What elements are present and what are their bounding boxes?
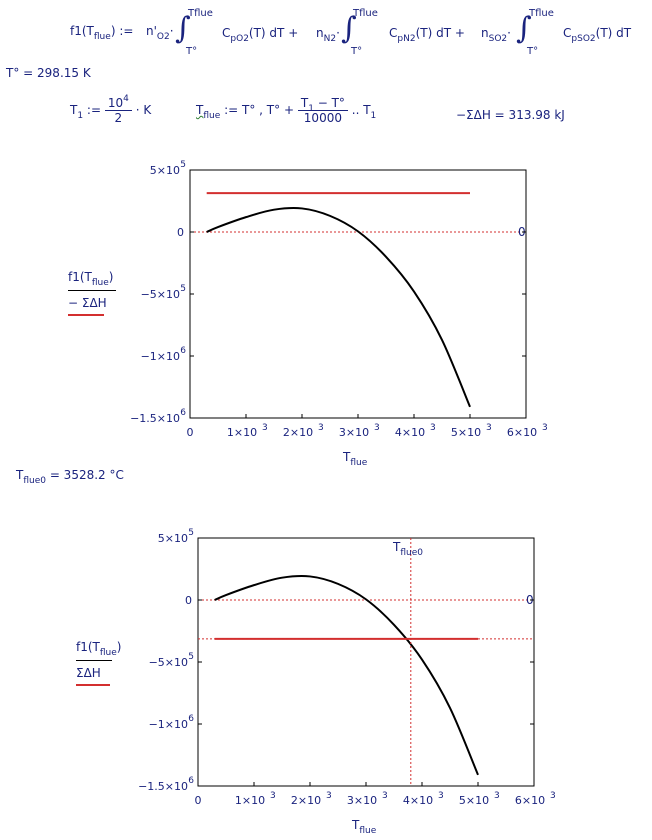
plot-1-ylabel-legend-line: [68, 314, 104, 316]
plot-2-marker-label: Tflue0: [393, 540, 423, 558]
plot-2-ytick-label: 5×10: [158, 532, 188, 545]
plot-1-xlabel: Tflue: [343, 450, 368, 468]
integral-lower-2: T°: [351, 46, 363, 57]
integral-sign-1: ∫: [175, 11, 191, 46]
plot-1-ytick-exp: 6: [180, 408, 186, 418]
def-lhs-sub: flue: [93, 32, 111, 42]
plot-2-xtick-label: 0: [195, 794, 202, 807]
plot-1-xtick-label: 0: [187, 426, 194, 439]
plot-2-xtick-label: 3×10: [347, 794, 377, 807]
plot-2-xtick-exp: 3: [270, 791, 276, 801]
plot-2-frame: [197, 537, 535, 787]
integral-sign-3: ∫: [516, 11, 532, 46]
plot-2-ytick-exp: 6: [188, 714, 194, 724]
tflue-range-definition: Tflue := T° , T° + T1 − T° 10000 .. T1: [196, 96, 377, 125]
plot-1-ytick-label: −5×10: [141, 288, 180, 301]
plot-2-xtick-exp: 3: [382, 791, 388, 801]
plot-2-ylabel-divider: [76, 660, 112, 661]
plot-1-area[interactable]: 05×10 50−5×10 5−1×10 6−1.5×10 60 1×10 3 2×10 3 3×…: [130, 160, 548, 439]
plot-1-ytick-label: 0: [177, 226, 184, 239]
plot-1-frame: [189, 169, 527, 419]
function-definition: f1(Tflue) :=: [70, 24, 134, 42]
plot-2-xlabel: Tflue: [352, 818, 377, 836]
plot-2[interactable]: 05×10 50−5×10 5−1×10 6−1.5×10 60 1×10 3 2×10 3 3×…: [0, 520, 652, 840]
plot-1-xtick-exp: 3: [430, 423, 436, 433]
integral-upper-2: Tflue: [353, 8, 378, 19]
plot-2-xtick-label: 6×10: [515, 794, 545, 807]
plot-2-xtick-exp: 3: [326, 791, 332, 801]
def-lhs: f1: [70, 24, 82, 38]
t1-definition: T1 := 104 2 · K: [70, 94, 152, 125]
t0-result: T° = 298.15 K: [6, 66, 91, 80]
integral-sign-2: ∫: [341, 11, 357, 46]
plot-1-ytick-exp: 6: [180, 346, 186, 356]
def-assign: :=: [119, 24, 134, 38]
def-lhs-arg: T: [86, 24, 94, 38]
plot-2-ytick-label: −1×10: [149, 718, 188, 731]
sum-dh-result: −ΣΔH = 313.98 kJ: [456, 108, 565, 122]
plot-2-ylabel-top: f1(Tflue): [76, 640, 122, 658]
plot-1-ylabel-bottom: − ΣΔH: [68, 296, 107, 310]
plot-1-xtick-exp: 3: [486, 423, 492, 433]
plot-1-ytick-label: −1.5×10: [130, 412, 180, 425]
plot-2-xtick-label: 4×10: [403, 794, 433, 807]
plot-1-xtick-label: 2×10: [283, 426, 313, 439]
plot-2-xtick-label: 5×10: [459, 794, 489, 807]
def-term-3-func: CpSO2(T) dT: [563, 26, 632, 44]
plot-2-zero-label: 0: [526, 593, 534, 607]
def-term-2-func: CpN2(T) dT +: [389, 26, 465, 44]
def-term-1-func: CpO2(T) dT +: [222, 26, 299, 44]
plot-1-ytick-exp: 5: [180, 160, 186, 170]
plot-1[interactable]: 05×10 50−5×10 5−1×10 6−1.5×10 60 1×10 3 2×10 3 3×…: [0, 150, 652, 470]
plot-2-xtick-label: 1×10: [235, 794, 265, 807]
plot-2-xtick-exp: 3: [550, 791, 556, 801]
plot-1-xtick-label: 6×10: [507, 426, 537, 439]
plot-1-xtick-exp: 3: [542, 423, 548, 433]
plot-2-xtick-exp: 3: [494, 791, 500, 801]
plot-2-ylabel-legend-line: [76, 684, 110, 686]
plot-1-xtick-label: 4×10: [395, 426, 425, 439]
plot-1-ylabel-divider: [68, 290, 116, 291]
plot-2-xtick-label: 2×10: [291, 794, 321, 807]
plot-1-ytick-exp: 5: [180, 284, 186, 294]
plot-2-ylabel-bottom: ΣΔH: [76, 666, 101, 680]
integral-upper-1: Tflue: [188, 8, 213, 19]
plot-2-area[interactable]: 05×10 50−5×10 5−1×10 6−1.5×10 60 1×10 3 2×10 3 3×…: [138, 528, 556, 807]
plot-2-ytick-label: 0: [185, 594, 192, 607]
plot-2-ytick-exp: 6: [188, 776, 194, 786]
plot-1-ylabel-top: f1(Tflue): [68, 270, 114, 288]
tflue-range-lhs: Tflue: [196, 103, 221, 121]
plot-2-xtick-exp: 3: [438, 791, 444, 801]
def-term-2-coef: nN2·: [316, 26, 340, 44]
integral-upper-3: Tflue: [529, 8, 554, 19]
plot-1-xtick-exp: 3: [318, 423, 324, 433]
plot-1-zero-label: 0: [518, 225, 526, 239]
def-term-3-coef: nSO2·: [481, 26, 511, 44]
plot-1-xtick-exp: 3: [374, 423, 380, 433]
plot-1-xtick-label: 1×10: [227, 426, 257, 439]
plot-2-ytick-exp: 5: [188, 528, 194, 538]
plot-1-series-f1-curve: [206, 206, 471, 408]
plot-1-xtick-label: 5×10: [451, 426, 481, 439]
plot-2-ytick-label: −5×10: [149, 656, 188, 669]
integral-lower-1: T°: [186, 46, 198, 57]
plot-2-ytick-exp: 5: [188, 652, 194, 662]
plot-1-ytick-label: 5×10: [150, 164, 180, 177]
plot-1-xtick-label: 3×10: [339, 426, 369, 439]
plot-2-ytick-label: −1.5×10: [138, 780, 188, 793]
plot-1-ytick-label: −1×10: [141, 350, 180, 363]
plot-1-xtick-exp: 3: [262, 423, 268, 433]
integral-lower-3: T°: [527, 46, 539, 57]
tflue0-result: Tflue0 = 3528.2 °C: [16, 468, 124, 486]
def-term-1-coef: n'O2·: [146, 24, 174, 42]
plot-2-series-f1-curve: [214, 574, 479, 776]
